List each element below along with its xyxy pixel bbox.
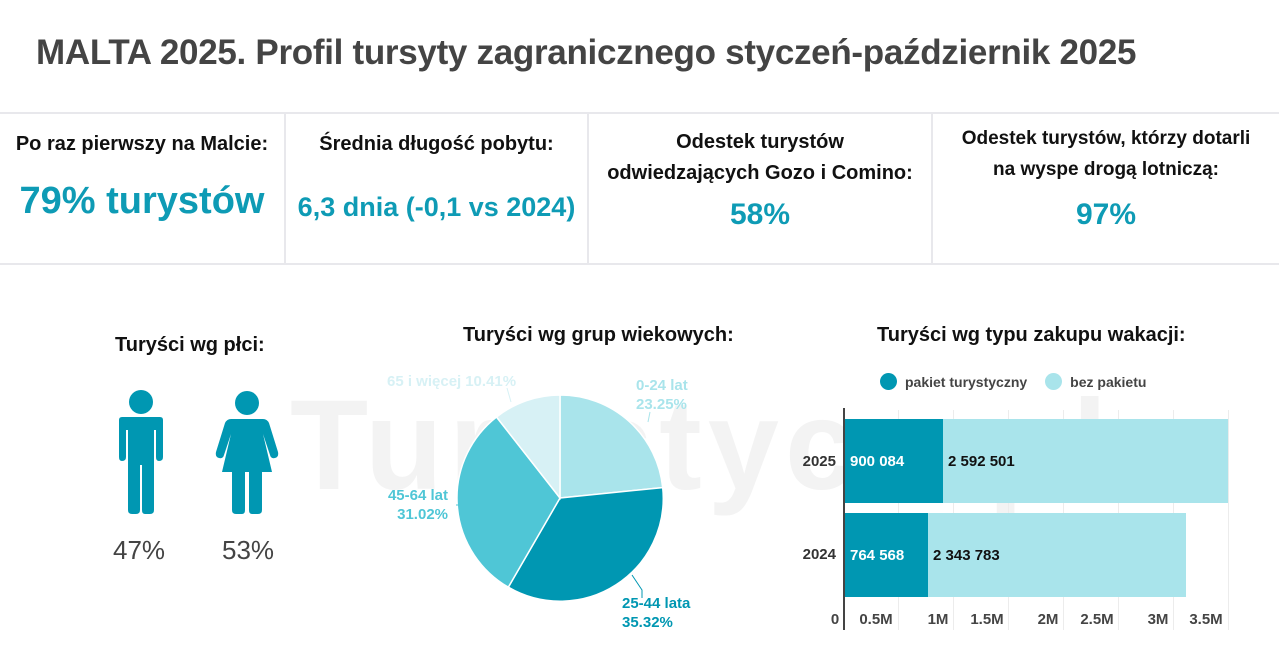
x-tick: 1M	[927, 611, 949, 628]
bar-segment-package: 764 568	[845, 513, 928, 597]
purchase-title: Turyści wg typu zakupu wakacji:	[877, 324, 1186, 346]
pie-label-category: 25-44 lata	[622, 595, 691, 612]
kpi-stay-length: Średnia długość pobytu: 6,3 dnia (-0,1 v…	[286, 114, 589, 263]
legend-label: bez pakietu	[1070, 373, 1147, 390]
pie-slice-0-24	[559, 394, 664, 499]
kpi-value: 79% turystów	[19, 180, 265, 222]
pie-svg	[456, 387, 664, 602]
bar-value: 2 592 501	[948, 452, 1015, 470]
legend-dot-icon	[1045, 373, 1063, 390]
purchase-bar-chart: 2025 2024 900 084 2 592 501 764 568 2 34…	[790, 400, 1250, 640]
kpi-label: Średnia długość pobytu:	[319, 133, 554, 155]
pie-label-value: 10.41%	[465, 373, 517, 390]
pie-label-65-plus: 65 i więcej 10.41%	[387, 372, 516, 391]
male-percent: 47%	[113, 535, 166, 565]
pie-slice-65-plus	[495, 394, 561, 501]
legend-item-package: pakiet turystyczny	[880, 373, 1027, 390]
x-tick: 0.5M	[859, 611, 893, 628]
female-percent: 53%	[222, 535, 275, 565]
kpi-air-arrival: Odestek turystów, którzy dotarli na wysp…	[933, 114, 1279, 263]
kpi-label: Po raz pierwszy na Malcie:	[15, 133, 269, 155]
bar-2025: 900 084 2 592 501	[845, 419, 1228, 503]
pie-label-category: 45-64 lat	[387, 487, 448, 504]
bar-segment-no-package: 2 343 783	[928, 513, 1186, 597]
bar-segment-no-package: 2 592 501	[943, 419, 1228, 503]
kpi-label: Odestek turystów odwiedzających Gozo i C…	[589, 127, 931, 189]
page-title: MALTA 2025. Profil tursyty zagranicznego…	[36, 33, 1137, 72]
pie-label-0-24: 0-24 lat 23.25%	[636, 376, 688, 414]
gridline	[1228, 410, 1229, 630]
kpi-value: 97%	[1075, 198, 1137, 231]
kpi-first-time: Po raz pierwszy na Malcie: 79% turystów	[0, 114, 286, 263]
pie-label-25-44: 25-44 lata 35.32%	[622, 594, 690, 632]
bar-2024: 764 568 2 343 783	[845, 513, 1186, 597]
gender-title: Turyści wg płci:	[115, 334, 265, 356]
y-axis	[843, 408, 845, 630]
kpi-label-line: Odestek turystów	[676, 131, 844, 153]
age-pie-chart: 0-24 lat 23.25% 25-44 lata 35.32% 45-64 …	[370, 360, 710, 640]
kpi-label: Odestek turystów, którzy dotarli na wysp…	[933, 123, 1279, 185]
kpi-label-line: odwiedzających Gozo i Comino:	[607, 162, 913, 184]
x-tick: 0	[830, 611, 840, 628]
age-title: Turyści wg grup wiekowych:	[463, 324, 734, 346]
chart-legend: pakiet turystyczny bez pakietu	[880, 373, 1164, 390]
kpi-row: Po raz pierwszy na Malcie: 79% turystów …	[0, 112, 1279, 265]
kpi-label-line: Odestek turystów, którzy dotarli	[961, 128, 1251, 149]
kpi-value: 6,3 dnia (-0,1 vs 2024)	[297, 192, 576, 222]
pie-label-value: 31.02%	[397, 506, 448, 523]
legend-item-no-package: bez pakietu	[1045, 373, 1146, 390]
legend-dot-icon	[880, 373, 897, 390]
pie-label-45-64: 45-64 lat 31.02%	[380, 486, 448, 524]
year-label-2025: 2025	[802, 453, 836, 470]
female-icon	[215, 391, 279, 514]
kpi-value: 58%	[729, 198, 791, 231]
bar-value: 2 343 783	[933, 546, 1000, 564]
x-tick: 2M	[1037, 611, 1059, 628]
legend-label: pakiet turystyczny	[905, 373, 1028, 390]
kpi-gozo-comino: Odestek turystów odwiedzających Gozo i C…	[589, 114, 933, 263]
bar-value: 764 568	[850, 546, 905, 564]
bar-segment-package: 900 084	[845, 419, 943, 503]
x-tick: 1.5M	[970, 611, 1004, 628]
pie-slice-25-44	[507, 486, 664, 602]
pie-label-category: 0-24 lat	[636, 377, 688, 394]
x-tick: 2.5M	[1080, 611, 1114, 628]
year-label-2024: 2024	[802, 546, 836, 563]
x-tick: 3M	[1147, 611, 1169, 628]
pie-label-category: 65 i więcej	[387, 373, 462, 390]
x-tick: 3.5M	[1189, 611, 1223, 628]
pie-label-value: 35.32%	[622, 614, 673, 631]
male-icon	[119, 390, 163, 514]
pie-label-value: 23.25%	[636, 396, 687, 413]
bar-value: 900 084	[850, 452, 905, 470]
kpi-label-line: na wyspe drogą lotniczą:	[993, 159, 1219, 180]
